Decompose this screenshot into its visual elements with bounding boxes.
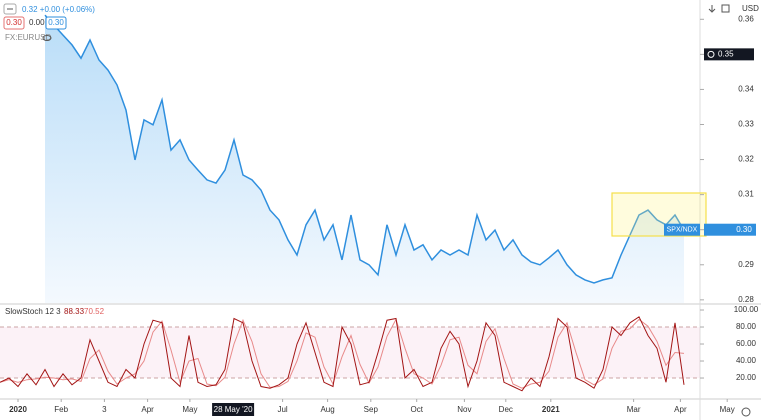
y-tick-label: 0.33 [738, 120, 754, 129]
x-tick-label: Oct [410, 405, 423, 414]
x-tick-label: Mar [627, 405, 641, 414]
y-tick-label: 100.00 [734, 305, 759, 314]
x-tick-label: May [720, 405, 735, 414]
currency: USD [742, 4, 759, 13]
series-name: SPX/NDX [667, 227, 698, 234]
icon [707, 50, 715, 58]
visibility-icon[interactable] [42, 35, 52, 41]
x-tick-label: Apr [141, 405, 154, 414]
indicator-title: SlowStoch 12 3 [5, 307, 61, 316]
fullscreen-icon[interactable] [721, 4, 730, 13]
legend-value: 0.00 [29, 18, 45, 27]
line [0, 318, 685, 389]
line [0, 316, 685, 392]
legend-box [3, 16, 25, 30]
y-tick-label: 0.29 [738, 260, 754, 269]
settings-icon[interactable] [741, 407, 751, 417]
y-tick-label: 40.00 [736, 356, 757, 365]
last-price-box [704, 223, 756, 236]
crosshair-label: 0.35 [718, 49, 734, 58]
legend-value: 0.30 [6, 18, 22, 27]
band [0, 327, 700, 379]
x-tick-label: 3 [102, 405, 107, 414]
area [45, 15, 684, 303]
y-tick-label: 20.00 [736, 373, 757, 382]
x-tick-label: Jul [277, 405, 287, 414]
crosshair-x-box [212, 403, 255, 416]
indicator-value: 88.33 [64, 307, 85, 316]
x-tick-label: Aug [320, 405, 334, 414]
line [44, 14, 685, 284]
plot [0, 14, 700, 392]
x-tick-label: Sep [364, 405, 379, 414]
x-tick-label: Dec [499, 405, 513, 414]
legend-box [45, 16, 67, 30]
series-name-box [664, 223, 700, 236]
indicator-value: 70.52 [84, 307, 105, 316]
x-tick-label: May [182, 405, 197, 414]
symbol: FX:EURUSD [5, 33, 51, 42]
x-tick-label: 2020 [9, 405, 27, 414]
price-header: 0.32 +0.00 (+0.06%) [22, 5, 95, 14]
y-tick-label: 0.32 [738, 155, 754, 164]
y-tick-label: 0.34 [738, 85, 754, 94]
y-tick-label: 80.00 [736, 322, 757, 331]
x-tick-label: Feb [54, 405, 68, 414]
crosshair-label-box [704, 48, 754, 61]
y-tick-label: 0.31 [738, 190, 754, 199]
legend: 0.32 +0.00 (+0.06%) 0.30 0.00 0.30 FX:EU… [3, 3, 105, 316]
download-icon[interactable] [708, 5, 716, 13]
x-tick-label: Nov [457, 405, 471, 414]
x-tick-label: 2021 [542, 405, 560, 414]
toolbar: USD [708, 4, 759, 417]
y-tick-label: 60.00 [736, 339, 757, 348]
x-tick-label: Apr [674, 405, 687, 414]
crosshair-x-label: 28 May '20 [214, 405, 253, 414]
y-tick-label: 0.36 [738, 14, 754, 23]
legend-value: 0.30 [48, 18, 64, 27]
last-price-label: 0.30 [736, 225, 752, 234]
y-tick-label: 0.28 [738, 295, 754, 304]
